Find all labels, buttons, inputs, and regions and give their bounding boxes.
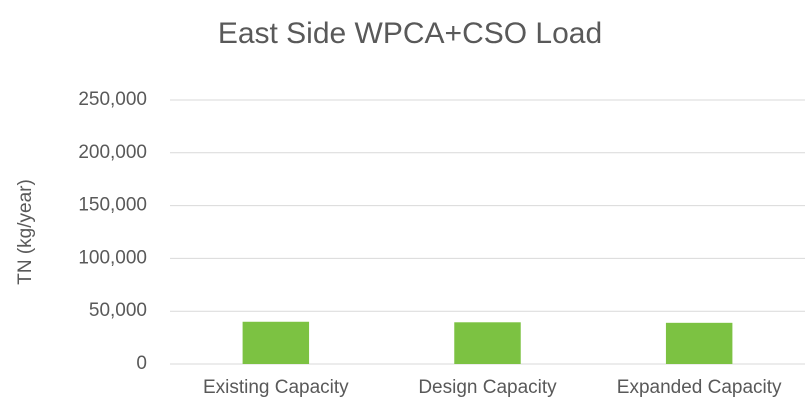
x-tick-label: Design Capacity xyxy=(418,377,557,398)
y-tick-label: 150,000 xyxy=(78,195,147,216)
y-tick-label: 0 xyxy=(136,353,147,374)
x-tick-label: Expanded Capacity xyxy=(617,377,782,398)
y-tick-label: 250,000 xyxy=(78,89,147,110)
bar xyxy=(242,321,310,364)
chart-title: East Side WPCA+CSO Load xyxy=(218,17,602,50)
y-tick-label: 200,000 xyxy=(78,142,147,163)
x-tick-label: Existing Capacity xyxy=(203,377,349,398)
y-axis-label: TN (kg/year) xyxy=(15,179,36,285)
bar xyxy=(454,322,521,364)
y-tick-label: 50,000 xyxy=(89,300,147,321)
bar xyxy=(665,322,733,364)
y-tick-label: 100,000 xyxy=(78,247,147,268)
